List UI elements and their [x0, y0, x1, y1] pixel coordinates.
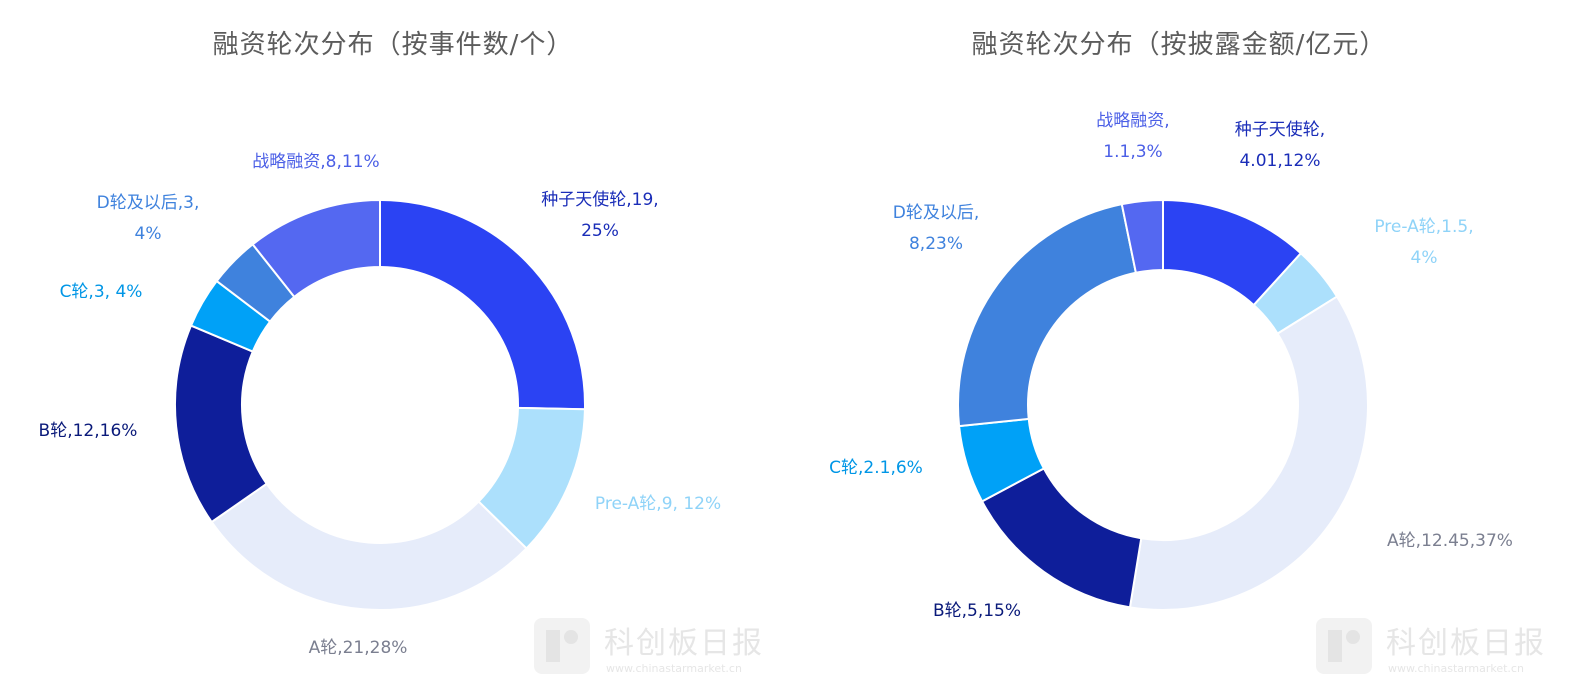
data-label-A轮: A轮,21,28% — [309, 638, 408, 658]
chart-panel-events: 融资轮次分布（按事件数/个） 种子天使轮,19, 25% Pre-A轮,9, 12%… — [39, 30, 722, 658]
watermark-name: 科创板日报 — [1386, 626, 1546, 661]
watermark-url: www.chinastarmarket.cn — [1388, 662, 1524, 675]
watermark-logo-icon — [1316, 618, 1372, 674]
data-label-D轮及以后: D轮及以后, 8,23% — [893, 203, 980, 254]
data-label-战略融资: 战略融资, 1.1,3% — [1096, 111, 1169, 162]
donut-chart-amount: 种子天使轮, 4.01,12% Pre-A轮,1.5, 4% A轮,12.45,37% B… — [829, 111, 1513, 621]
donut-chart-events: 种子天使轮,19, 25% Pre-A轮,9, 12% A轮,21,28% B轮,12,… — [39, 152, 722, 658]
chart-panel-amount: 融资轮次分布（按披露金额/亿元） 种子天使轮, 4.01,12% Pre-A轮,1.… — [786, 0, 1572, 697]
slice-A轮 — [1128, 295, 1369, 611]
slice-战略融资 — [251, 198, 381, 299]
data-label-战略融资: 战略融资,8,11% — [252, 152, 379, 172]
slice-种子天使轮 — [379, 198, 586, 411]
data-label-种子天使轮: 种子天使轮,19, 25% — [541, 189, 658, 241]
watermark-url: www.chinastarmarket.cn — [606, 662, 742, 675]
data-label-D轮及以后: D轮及以后,3, 4% — [97, 193, 200, 244]
slice-B轮 — [174, 324, 269, 524]
chart-title: 融资轮次分布（按事件数/个） — [212, 30, 574, 60]
data-label-A轮: A轮,12.45,37% — [1387, 531, 1513, 551]
watermark: 科创板日报 www.chinastarmarket.cn — [1316, 614, 1572, 684]
watermark-name: 科创板日报 — [604, 626, 764, 661]
data-label-种子天使轮: 种子天使轮, 4.01,12% — [1235, 119, 1325, 171]
data-label-B轮: B轮,5,15% — [933, 601, 1021, 621]
watermark-logo-icon — [534, 618, 590, 674]
watermark: 科创板日报 www.chinastarmarket.cn — [534, 614, 794, 684]
slice-D轮及以后 — [957, 203, 1138, 428]
slice-战略融资 — [1120, 198, 1164, 274]
slice-A轮 — [210, 482, 528, 611]
data-label-C轮: C轮,2.1,6% — [829, 458, 923, 478]
data-label-C轮: C轮,3, 4% — [60, 282, 143, 302]
data-label-B轮: B轮,12,16% — [39, 421, 138, 441]
data-label-Pre-A轮: Pre-A轮,9, 12% — [595, 494, 721, 514]
chart-title: 融资轮次分布（按披露金额/亿元） — [971, 30, 1387, 60]
data-label-Pre-A轮: Pre-A轮,1.5, 4% — [1374, 217, 1473, 268]
